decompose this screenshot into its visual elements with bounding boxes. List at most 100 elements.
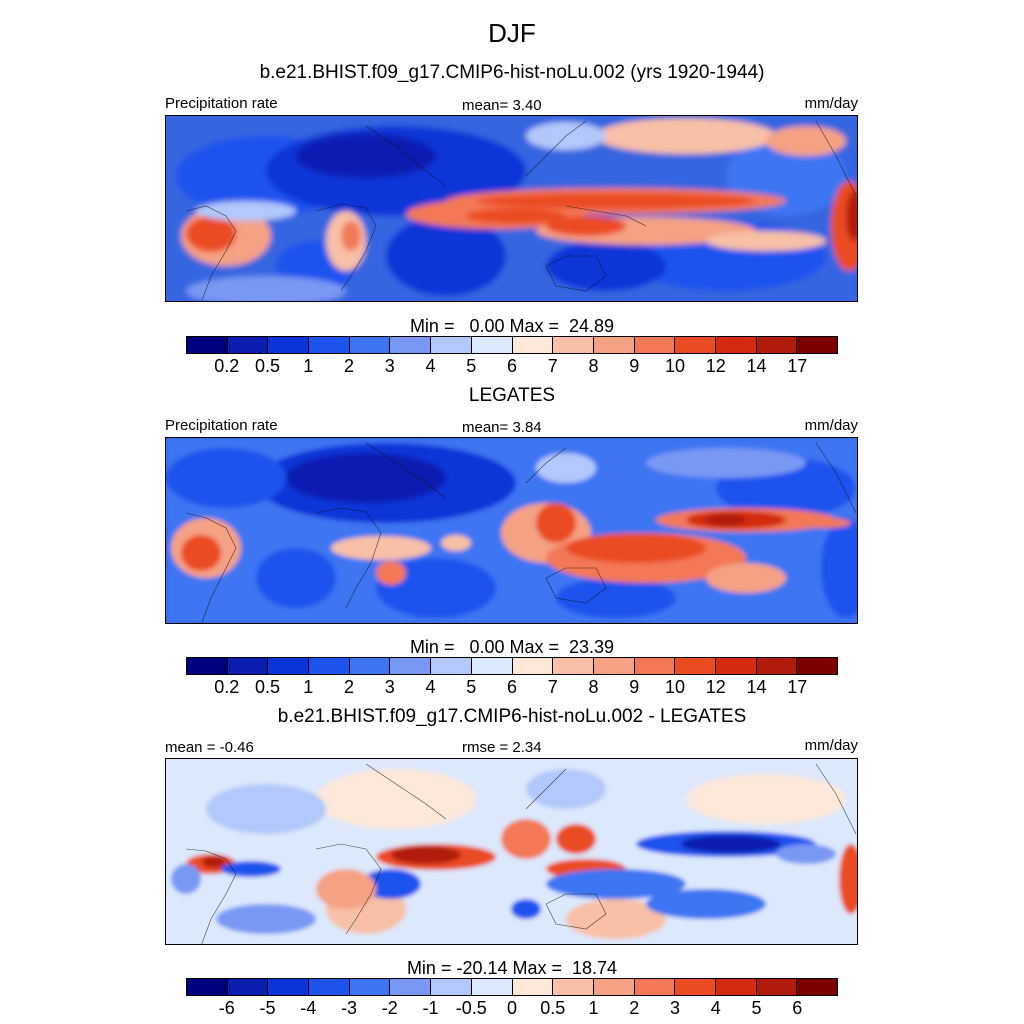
panel2-colorbar-swatch bbox=[756, 658, 798, 674]
panel2-colorbar-swatch bbox=[431, 658, 472, 674]
panel2-colorbar-swatch bbox=[797, 658, 837, 674]
panel3-colorbar-swatch bbox=[756, 979, 798, 995]
panel3-colorbar-tick-label: 4 bbox=[710, 998, 721, 1018]
panel3-colorbar-swatch bbox=[471, 979, 513, 995]
panel1-colorbar-tick-label: 17 bbox=[787, 356, 808, 376]
panel2-title: LEGATES bbox=[468, 385, 556, 406]
panel2-colorbar-swatch bbox=[227, 658, 269, 674]
panel3-colorbar-tick-label: -5 bbox=[259, 998, 276, 1018]
panel2-map bbox=[165, 437, 858, 624]
panel1-left-label: Precipitation rate bbox=[165, 95, 278, 112]
panel3-colorbar-tick-label: 0.5 bbox=[540, 998, 566, 1018]
panel1-colorbar-swatch bbox=[756, 337, 798, 353]
panel1-colorbar-tick-label: 8 bbox=[588, 356, 599, 376]
panel3-colorbar-tick-label: 6 bbox=[792, 998, 803, 1018]
panel1-colorbar-swatch bbox=[675, 337, 716, 353]
panel3-colorbar-tick-label: -4 bbox=[300, 998, 317, 1018]
panel2-colorbar-tick-label: 7 bbox=[547, 677, 558, 697]
panel2-colorbar-swatch bbox=[187, 658, 228, 674]
panel3-map bbox=[165, 758, 858, 945]
panel3-colorbar-swatch bbox=[593, 979, 635, 995]
panel1-colorbar-labels: 0.2 0.5 1 2 3 4 5 6 7 8 9 10 12 14 17 bbox=[186, 356, 838, 378]
panel3-colorbar-labels: -6 -5 -4 -3 -2 -1 -0.5 0 0.5 1 2 3 4 5 6 bbox=[186, 998, 838, 1020]
panel3-colorbar-swatch bbox=[227, 979, 269, 995]
panel3-colorbar-tick-label: -1 bbox=[422, 998, 439, 1018]
season-title: DJF bbox=[488, 18, 536, 48]
panel2-colorbar-swatch bbox=[471, 658, 513, 674]
panel2-units-label: mm/day bbox=[804, 417, 858, 434]
panel1-minmax: Min = 0.00 Max = 24.89 bbox=[409, 316, 615, 336]
panel2-colorbar-tick-label: 8 bbox=[588, 677, 599, 697]
panel1-colorbar-swatch bbox=[268, 337, 310, 353]
panel3-units-label: mm/day bbox=[804, 737, 858, 754]
panel2-colorbar-swatch bbox=[390, 658, 432, 674]
panel2-colorbar-swatch bbox=[268, 658, 310, 674]
panel2-colorbar-swatch bbox=[553, 658, 594, 674]
panel3-colorbar-tick-label: -2 bbox=[381, 998, 398, 1018]
panel1-colorbar-tick-label: 3 bbox=[384, 356, 395, 376]
panel2-colorbar-tick-label: 12 bbox=[705, 677, 726, 697]
panel3-colorbar-swatch bbox=[715, 979, 757, 995]
panel1-colorbar-tick-label: 12 bbox=[705, 356, 726, 376]
panel1-colorbar-swatch bbox=[593, 337, 635, 353]
panel1-mean-label: mean= 3.40 bbox=[462, 97, 542, 114]
panel1-colorbar-swatch bbox=[715, 337, 757, 353]
panel3-colorbar-swatch bbox=[187, 979, 228, 995]
panel3-colorbar-tick-label: 3 bbox=[669, 998, 681, 1018]
panel3-colorbar-swatch bbox=[309, 979, 350, 995]
panel2-colorbar-tick-label: 3 bbox=[384, 677, 395, 697]
panel2-colorbar-swatch bbox=[593, 658, 635, 674]
panel3-colorbar-tick-label: -3 bbox=[340, 998, 358, 1018]
panel2-mean-label: mean= 3.84 bbox=[462, 419, 542, 436]
panel1-colorbar-tick-label: 5 bbox=[466, 356, 477, 376]
panel1-colorbar-tick-label: 1 bbox=[303, 356, 314, 376]
panel1-colorbar-swatch bbox=[390, 337, 432, 353]
panel1-colorbar-swatch bbox=[553, 337, 594, 353]
panel3-colorbar-swatch bbox=[797, 979, 837, 995]
panel1-colorbar-swatch bbox=[187, 337, 228, 353]
panel1-colorbar-swatch bbox=[349, 337, 391, 353]
panel3-title: b.e21.BHIST.f09_g17.CMIP6-hist-noLu.002 … bbox=[277, 706, 747, 727]
panel2-colorbar-tick-label: 9 bbox=[629, 677, 640, 697]
panel2-colorbar-tick-label: 4 bbox=[425, 677, 436, 697]
panel2-colorbar-tick-label: 0.5 bbox=[254, 677, 281, 697]
panel2-colorbar-tick-label: 6 bbox=[506, 677, 518, 697]
panel2-colorbar-swatch bbox=[675, 658, 716, 674]
panel3-colorbar-tick-label: 0 bbox=[506, 998, 518, 1018]
panel1-colorbar-swatch bbox=[634, 337, 676, 353]
panel2-colorbar-swatch bbox=[634, 658, 676, 674]
panel1-title: b.e21.BHIST.f09_g17.CMIP6-hist-noLu.002 … bbox=[259, 62, 765, 83]
panel2-minmax: Min = 0.00 Max = 23.39 bbox=[409, 637, 615, 657]
panel1-colorbar-swatch bbox=[797, 337, 837, 353]
panel3-colorbar-tick-label: 1 bbox=[588, 998, 599, 1018]
panel1-units-label: mm/day bbox=[804, 95, 858, 112]
panel2-colorbar-swatch bbox=[309, 658, 350, 674]
panel2-colorbar-tick-label: 5 bbox=[466, 677, 477, 697]
panel3-colorbar-swatch bbox=[431, 979, 472, 995]
panel2-colorbar-tick-label: 1 bbox=[303, 677, 314, 697]
panel1-map bbox=[165, 115, 858, 302]
panel1-colorbar-tick-label: 0.2 bbox=[214, 356, 240, 376]
panel1-colorbar-swatch bbox=[227, 337, 269, 353]
panel3-colorbar-swatch bbox=[634, 979, 676, 995]
panel1-colorbar-tick-label: 10 bbox=[664, 356, 686, 376]
panel3-mean-label: mean = -0.46 bbox=[165, 739, 254, 756]
panel2-colorbar-tick-label: 10 bbox=[664, 677, 686, 697]
panel2-colorbar-labels: 0.2 0.5 1 2 3 4 5 6 7 8 9 10 12 14 17 bbox=[186, 677, 838, 699]
panel3-colorbar bbox=[186, 978, 838, 996]
panel3-colorbar-swatch bbox=[512, 979, 554, 995]
panel3-colorbar-tick-label: 2 bbox=[629, 998, 640, 1018]
panel3-colorbar-swatch bbox=[268, 979, 310, 995]
panel1-colorbar-swatch bbox=[431, 337, 472, 353]
panel3-minmax: Min = -20.14 Max = 18.74 bbox=[406, 958, 618, 978]
panel2-colorbar-swatch bbox=[512, 658, 554, 674]
panel1-colorbar-tick-label: 4 bbox=[425, 356, 436, 376]
panel1-colorbar-tick-label: 6 bbox=[506, 356, 518, 376]
panel2-colorbar-tick-label: 2 bbox=[343, 677, 355, 697]
panel2-colorbar-swatch bbox=[715, 658, 757, 674]
panel1-colorbar-swatch bbox=[512, 337, 554, 353]
panel3-colorbar-swatch bbox=[349, 979, 391, 995]
panel1-colorbar-tick-label: 0.5 bbox=[254, 356, 281, 376]
panel1-colorbar-tick-label: 14 bbox=[746, 356, 767, 376]
panel2-left-label: Precipitation rate bbox=[165, 417, 278, 434]
